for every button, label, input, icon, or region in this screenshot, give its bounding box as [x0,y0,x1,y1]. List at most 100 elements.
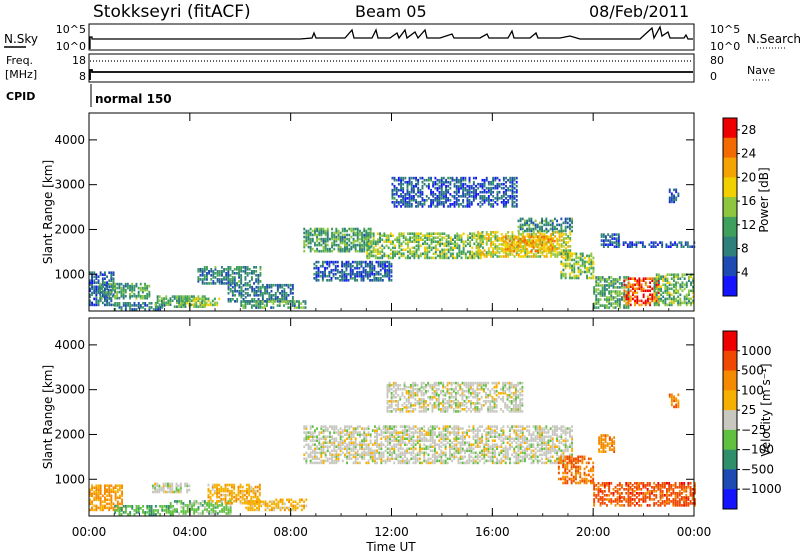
pw-cell-region-3 [178,301,180,304]
pw-cell-region-13 [447,190,450,194]
pw-cell-region-14 [358,270,361,274]
vl-cell-region-0 [97,486,100,489]
pw-cell-region-10 [513,247,516,250]
pw-cell-region-16 [606,284,608,287]
pw-cell-region-16 [614,286,617,289]
pw-cell-region-13 [438,178,441,182]
vl-cell-region-6 [401,457,404,461]
pw-cell-region-13 [415,201,417,204]
pw-cell-region-13 [436,195,439,198]
pw-cell-region-9 [407,232,409,235]
pw-cell-region-8 [359,243,361,247]
pw-cell-region-16 [593,292,596,295]
pw-cell-region-10 [569,245,572,248]
pw-cell-region-6 [231,292,234,295]
pw-cell-region-9 [471,256,474,260]
pw-cell-region-13 [513,182,516,186]
pw-cell-region-12 [556,227,558,231]
pw-cell-region-10 [532,253,535,256]
pw-cell-region-18 [668,295,671,299]
vl-cell-region-4 [231,489,233,493]
vl-cell-region-6 [329,435,331,438]
pw-cell-region-18 [673,297,675,301]
vl-cell-region-1 [135,507,138,510]
pw-cell-region-7 [246,300,249,303]
pw-cell-region-14 [388,264,391,268]
pw-cell-region-10 [490,251,492,254]
pw-cell-region-18 [679,283,682,287]
pw-cell-region-5 [221,282,223,285]
pw-cell-region-13 [393,188,396,192]
pw-cell-region-9 [381,248,384,252]
vl-cell-region-6 [356,443,359,446]
pw-cell-region-9 [372,242,375,246]
pw-cell-region-17 [647,277,649,280]
pw-cell-region-15 [592,276,595,280]
pw-cell-region-10 [511,247,514,250]
pw-cell-region-13 [490,205,492,208]
vl-cell-region-6 [389,437,391,440]
pw-cell-region-10 [494,237,497,240]
pw-cell-region-10 [494,233,497,236]
pw-cell-region-5 [240,282,243,285]
pw-cell-region-15 [581,264,584,268]
pw-cell-region-19 [613,233,616,236]
power-y-axis-label: Slant Range [km] [41,160,55,264]
vl-cell-region-6 [305,461,308,465]
pw-cell-region-0 [89,295,91,299]
pw-cell-region-3 [193,295,195,298]
pw-cell-region-0 [93,303,96,307]
pw-cell-region-18 [675,291,677,295]
pw-cell-region-2 [131,308,134,311]
pw-cell-region-5 [244,276,247,279]
pw-cell-region-13 [449,205,452,208]
pw-cell-region-16 [599,284,602,287]
vl-cell-region-6 [376,437,378,440]
vl-cell-region-6 [350,441,353,444]
vl-cell-region-6 [309,439,312,442]
vl-cell-region-6 [359,461,361,465]
pw-cell-region-14 [371,270,374,274]
pw-cell-region-13 [455,203,458,206]
vl-cell-region-6 [337,431,340,434]
vl-cell-region-0 [95,504,98,508]
pw-cell-region-13 [408,193,411,196]
pw-cell-region-8 [331,243,333,247]
pw-cell-region-6 [274,283,277,287]
pw-cell-region-10 [532,237,535,240]
vl-cell-region-3 [162,482,165,486]
vl-cell-region-6 [320,459,323,463]
pw-cell-region-13 [402,176,405,180]
pw-cell-region-13 [468,176,471,180]
vl-cell-region-3 [162,484,165,488]
pw-cell-region-20 [686,245,689,248]
pw-cell-region-2 [133,302,136,305]
pw-cell-region-18 [673,283,675,287]
pw-cell-region-6 [276,298,279,301]
pw-cell-region-19 [600,239,603,242]
pw-cell-region-14 [360,274,363,278]
vl-cell-region-6 [374,453,376,457]
vl-cell-region-2 [174,508,176,511]
pw-cell-region-1 [109,282,112,286]
vl-cell-region-6 [378,425,381,428]
pw-cell-region-9 [432,252,435,256]
pw-cell-region-13 [442,197,445,200]
pw-cell-region-9 [460,256,463,260]
vl-cell-region-6 [397,441,400,444]
pw-cell-region-17 [649,285,651,289]
pw-cell-region-13 [408,178,411,182]
pw-cell-region-2 [127,304,129,307]
pw-cell-region-18 [662,301,665,305]
pw-cell-region-10 [569,233,572,236]
pw-cell-region-21 [670,194,673,198]
pw-cell-region-16 [612,298,615,301]
pw-cell-region-0 [95,281,98,284]
pw-cell-region-8 [346,249,348,253]
vl-cell-region-6 [305,437,308,440]
pw-cell-region-19 [607,233,610,236]
pw-cell-region-13 [457,195,460,198]
pw-cell-region-10 [498,239,501,242]
vl-cell-region-6 [314,451,316,455]
pw-cell-region-1 [133,288,136,292]
